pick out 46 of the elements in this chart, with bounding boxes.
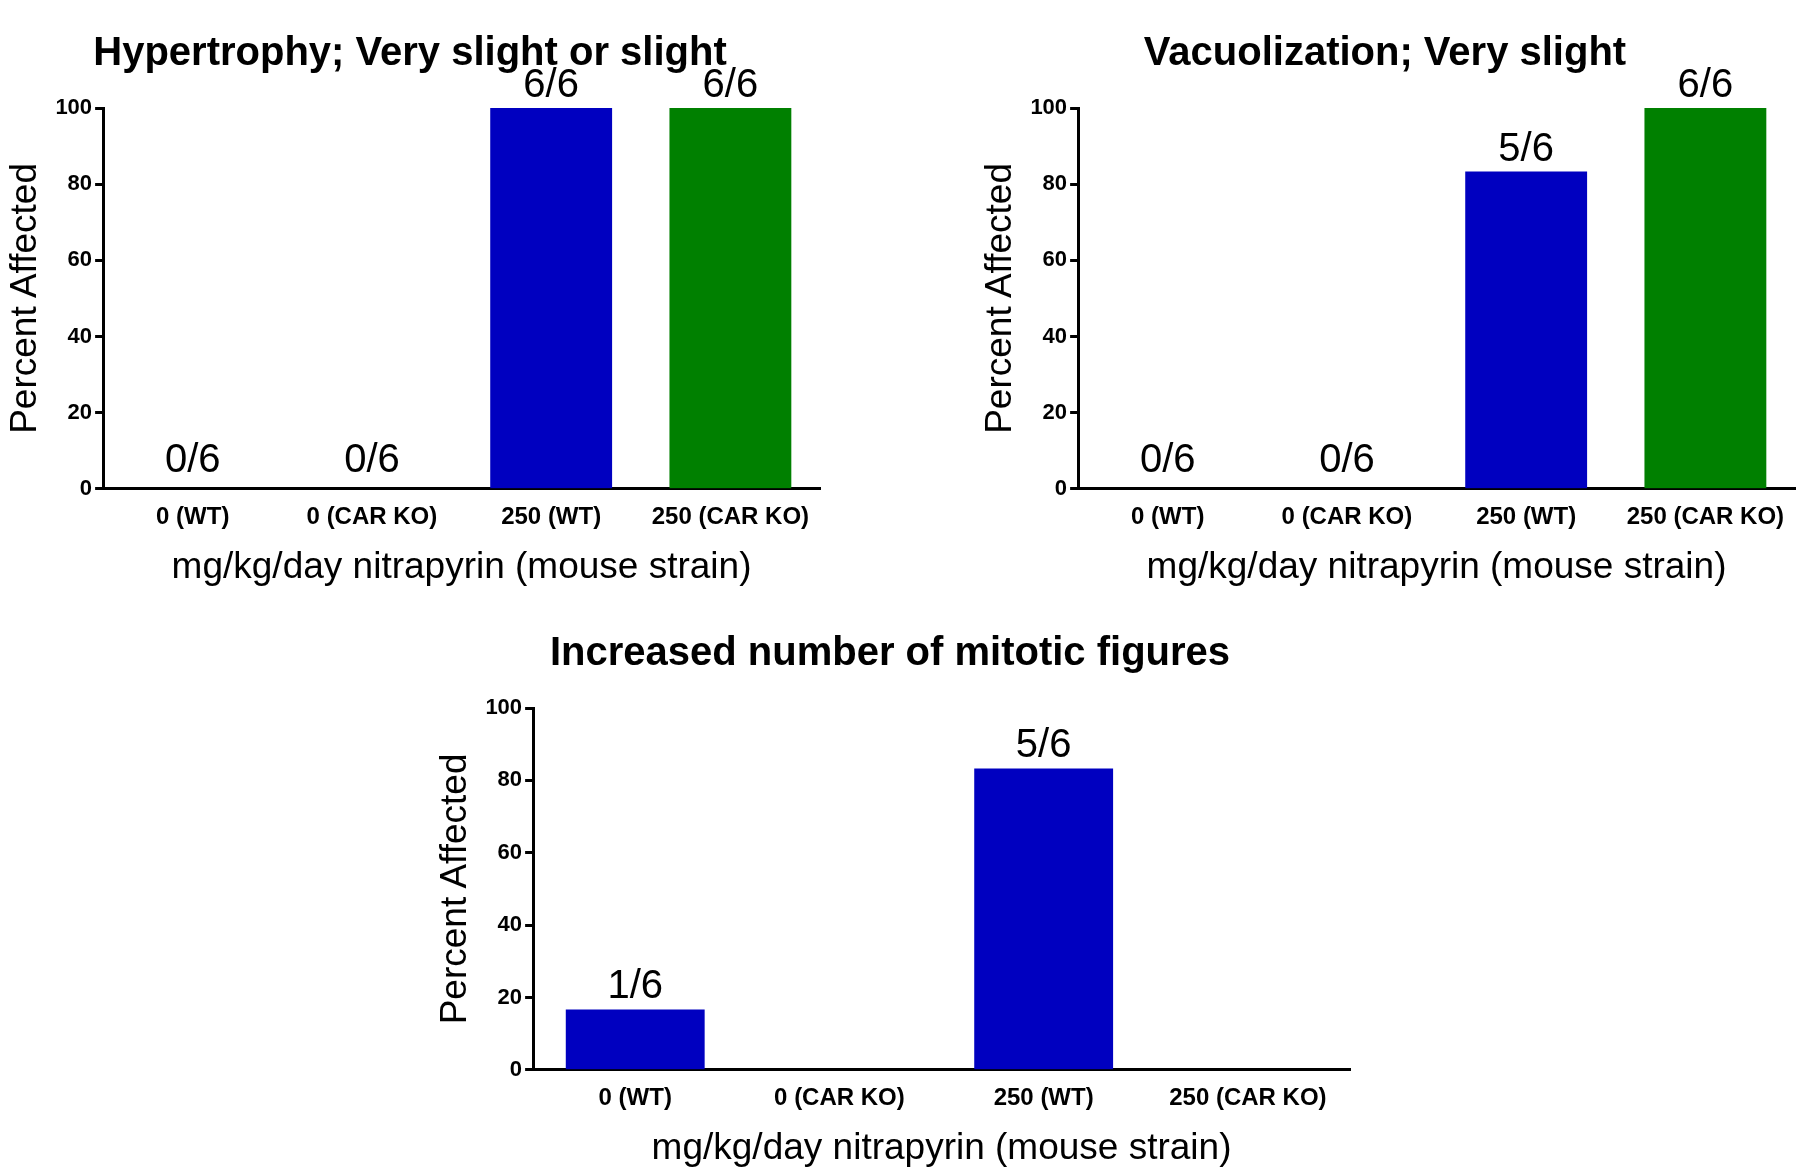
y-tick-label: 20 — [67, 398, 93, 424]
x-tick-label: 0 (WT) — [156, 501, 230, 529]
x-tick-label: 250 (WT) — [1476, 501, 1577, 529]
x-tick-label: 0 (CAR KO) — [1281, 501, 1413, 529]
x-tick-label: 0 (CAR KO) — [306, 501, 438, 529]
annotation: 0/6 — [344, 435, 400, 480]
x-tick-label: 0 (WT) — [598, 1082, 672, 1110]
y-axis-title: Percent Affected — [3, 162, 45, 434]
y-tick-label: 60 — [1042, 246, 1068, 272]
x-tick-label: 250 (CAR KO) — [651, 501, 810, 529]
x-tick-label: 250 (WT) — [501, 501, 602, 529]
chart-title: Vacuolization; Very slight — [1143, 29, 1627, 74]
annotation: 0/6 — [1139, 435, 1196, 480]
annotation: 1/6 — [607, 962, 664, 1007]
y-tick-label: 0 — [509, 1055, 523, 1081]
annotation: 6/6 — [1677, 61, 1734, 106]
y-tick-label: 80 — [67, 170, 93, 196]
y-tick-label: 60 — [67, 246, 93, 272]
y-tick-label: 100 — [1030, 94, 1068, 120]
x-tick-label: 250 (WT) — [993, 1082, 1094, 1110]
annotation: 5/6 — [1498, 124, 1554, 169]
y-tick-label: 40 — [497, 911, 523, 937]
y-tick-label: 40 — [1042, 322, 1068, 348]
y-tick-label: 20 — [1042, 398, 1068, 424]
x-axis-title: mg/kg/day nitrapyrin (mouse strain) — [171, 545, 752, 586]
y-tick-label: 80 — [497, 766, 523, 792]
x-axis-title: mg/kg/day nitrapyrin (mouse strain) — [651, 1126, 1232, 1167]
y-tick-label: 0 — [79, 474, 93, 500]
y-tick-label: 20 — [497, 983, 523, 1009]
y-axis-title: Percent Affected — [978, 162, 1020, 434]
annotation: 0/6 — [1319, 435, 1375, 480]
y-tick-label: 80 — [1042, 170, 1068, 196]
x-tick-label: 0 (WT) — [1131, 501, 1205, 529]
y-tick-label: 40 — [67, 322, 93, 348]
x-tick-label: 250 (CAR KO) — [1626, 501, 1785, 529]
annotation: 5/6 — [1015, 721, 1072, 766]
y-tick-label: 100 — [485, 694, 523, 720]
chart-title: Increased number of mitotic figures — [549, 629, 1231, 674]
x-tick-label: 250 (CAR KO) — [1169, 1082, 1327, 1110]
x-tick-label: 0 (CAR KO) — [774, 1082, 905, 1110]
x-axis-title: mg/kg/day nitrapyrin (mouse strain) — [1146, 545, 1727, 586]
y-tick-label: 60 — [497, 838, 523, 864]
y-axis-title: Percent Affected — [433, 753, 475, 1025]
annotation: 0/6 — [164, 435, 221, 480]
y-tick-label: 100 — [55, 94, 93, 120]
y-tick-label: 0 — [1054, 474, 1068, 500]
